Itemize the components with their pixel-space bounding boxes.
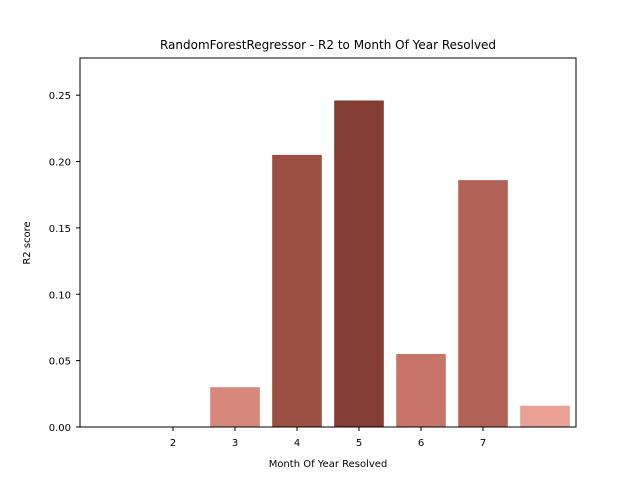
x-tick-label: 4 [294,438,300,449]
bar-5 [334,100,384,427]
x-tick-label: 6 [418,438,424,449]
y-axis-ticks: 0.00 0.05 0.10 0.15 0.20 0.25 [49,91,80,434]
bars-group [210,100,570,427]
x-axis-ticks: 2 3 4 5 6 7 [170,427,486,449]
x-tick-label: 3 [232,438,238,449]
chart-title: RandomForestRegressor - R2 to Month Of Y… [160,38,496,52]
y-tick-label: 0.25 [49,91,71,102]
y-tick-label: 0.00 [49,423,71,434]
x-tick-label: 5 [356,438,362,449]
bar-8 [520,405,570,427]
y-tick-label: 0.05 [49,357,71,368]
bar-7 [458,180,508,427]
bar-4 [272,154,322,427]
y-axis-label: R2 score [22,221,33,264]
y-tick-label: 0.15 [49,224,71,235]
y-tick-label: 0.20 [49,158,71,169]
x-tick-label: 7 [480,438,486,449]
x-tick-label: 2 [170,438,176,449]
bar-3 [210,387,260,427]
bar-6 [396,353,446,427]
x-axis-label: Month Of Year Resolved [269,459,388,470]
plot-frame [79,57,577,428]
y-tick-label: 0.10 [49,290,71,301]
